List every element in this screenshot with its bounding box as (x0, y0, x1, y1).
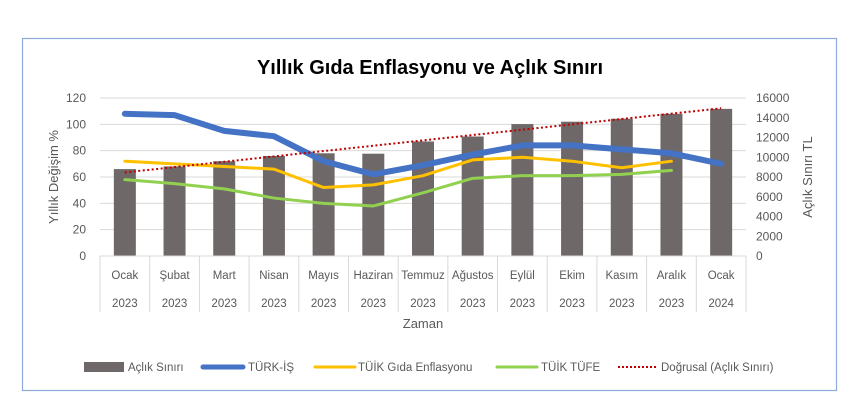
x-tick-month: Aralık (657, 270, 687, 282)
bar-aclik-siniri (262, 155, 285, 256)
y2-tick-label: 2000 (756, 229, 783, 243)
bar-aclik-siniri (610, 118, 633, 256)
line-t-rk-i- (121, 110, 725, 178)
y2-tick-label: 14000 (756, 111, 790, 125)
x-tick-year: 2023 (510, 298, 536, 310)
x-axis-title: Zaman (403, 316, 443, 331)
legend: Açlık Sınırı TÜRK-İŞ TÜİK Gıda Enflasyonu T… (84, 361, 774, 374)
x-tick-month: Ekim (559, 270, 585, 282)
x-tick-year: 2023 (460, 298, 486, 310)
y-tick-label: 120 (66, 91, 86, 105)
bar-aclik-siniri (412, 141, 434, 256)
line-t-i-k-g-da-enflasyonu (123, 155, 673, 190)
x-tick-month: Temmuz (401, 270, 445, 282)
x-tick-year: 2023 (361, 298, 387, 310)
lines (121, 107, 725, 208)
x-tick-month: Nisan (259, 270, 288, 282)
y2-tick-label: 6000 (756, 190, 783, 204)
x-tick-month: Şubat (160, 270, 191, 282)
x-tick-year: 2023 (211, 298, 237, 310)
y-tick-label: 100 (66, 117, 86, 131)
x-tick-month: Ağustos (452, 270, 494, 282)
bar-aclik-siniri (660, 113, 683, 256)
x-tick-year: 2023 (410, 298, 436, 310)
legend-swatch-bar (84, 362, 124, 372)
line-t-i-k-t-fe (123, 168, 673, 208)
legend-label: Açlık Sınırı (128, 362, 184, 374)
x-tick-month: Mayıs (308, 270, 339, 282)
y-tick-label: 20 (73, 223, 87, 237)
y2-tick-label: 0 (756, 249, 763, 263)
x-tick-year: 2023 (659, 298, 685, 310)
y2-tick-label: 10000 (756, 150, 790, 164)
bars (113, 108, 733, 256)
x-tick-month: Mart (213, 270, 237, 282)
x-tick-year: 2024 (708, 298, 734, 310)
legend-label: Doğrusal (Açlık Sınırı) (661, 362, 774, 374)
y2-axis-title: Açlık Sınırı TL (800, 136, 815, 217)
bar-aclik-siniri (113, 169, 136, 256)
bar-aclik-siniri (163, 166, 186, 256)
y2-tick-label: 8000 (756, 170, 783, 184)
y2-tick-label: 16000 (756, 91, 790, 105)
x-tick-month: Kasım (605, 270, 638, 282)
y-tick-label: 60 (73, 170, 87, 184)
bar-aclik-siniri (710, 108, 733, 256)
x-tick-year: 2023 (162, 298, 188, 310)
x-tick-year: 2023 (261, 298, 287, 310)
x-tick-month: Ocak (111, 270, 138, 282)
legend-label: TÜRK-İŞ (248, 361, 294, 374)
legend-label: TÜİK Gıda Enflasyonu (358, 361, 472, 374)
trendline-aclik-siniri (124, 107, 722, 174)
bar-aclik-siniri (461, 136, 484, 256)
x-tick-year: 2023 (609, 298, 635, 310)
y-tick-label: 80 (73, 144, 87, 158)
chart-title: Yıllık Gıda Enflasyonu ve Açlık Sınırı (257, 57, 603, 79)
x-tick-year: 2023 (559, 298, 585, 310)
y-axis-title: Yıllık Değişim % (46, 130, 61, 224)
y-tick-label: 40 (73, 196, 87, 210)
x-tick-month: Haziran (353, 270, 393, 282)
axes: 0 20 40 60 80 100 120 0 2000 4000 6000 8000 10000 120… (66, 91, 790, 312)
bar-aclik-siniri (561, 121, 584, 256)
x-tick-year: 2023 (311, 298, 337, 310)
x-tick-month: Ocak (708, 270, 735, 282)
x-tick-month: Eylül (510, 270, 535, 282)
y2-tick-label: 4000 (756, 210, 783, 224)
x-tick-year: 2023 (112, 298, 138, 310)
bar-aclik-siniri (213, 161, 236, 256)
y-tick-label: 0 (79, 249, 86, 263)
y2-tick-label: 12000 (756, 131, 790, 145)
legend-label: TÜİK TÜFE (541, 361, 601, 374)
